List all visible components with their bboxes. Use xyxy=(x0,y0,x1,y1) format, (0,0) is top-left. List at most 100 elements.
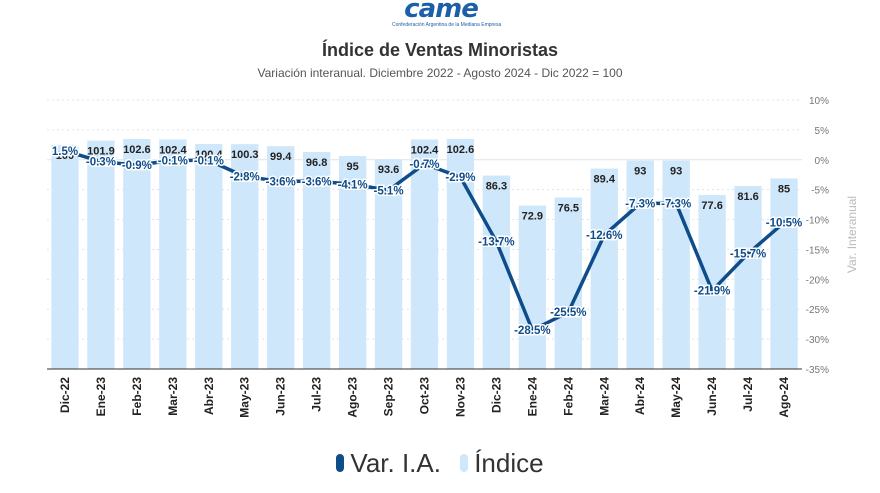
line-value-label: -13.7% xyxy=(478,237,514,249)
y-tick-label: 0% xyxy=(815,156,830,167)
bar-value-label: 96.8 xyxy=(306,157,327,169)
line-point xyxy=(781,220,787,226)
line-point xyxy=(493,239,499,245)
x-tick-label: Sep-23 xyxy=(382,377,396,417)
bar xyxy=(159,139,187,369)
x-tick-label: Abr-24 xyxy=(633,377,647,415)
bar xyxy=(626,160,654,369)
bar-value-label: 76.5 xyxy=(558,203,579,215)
x-tick-label: Ene-23 xyxy=(94,377,108,417)
bar-value-label: 102.4 xyxy=(411,144,439,156)
line-point xyxy=(62,148,68,154)
line-value-label: -25.5% xyxy=(550,307,586,319)
x-tick-label: May-23 xyxy=(238,377,252,418)
bar xyxy=(554,197,582,369)
line-point xyxy=(314,178,320,184)
line-point xyxy=(745,251,751,257)
bar xyxy=(51,144,79,369)
bar-value-label: 102.4 xyxy=(159,144,187,156)
line-value-label: -2.8% xyxy=(230,172,260,184)
legend-item-bar[interactable]: Índice xyxy=(460,447,544,479)
logo-wordmark: came xyxy=(404,0,479,24)
y-tick-label: -20% xyxy=(806,275,829,286)
line-point xyxy=(529,327,535,333)
x-tick-label: Mar-23 xyxy=(166,377,180,416)
chart-legend: Var. I.A. Índice xyxy=(0,446,880,479)
legend-item-line[interactable]: Var. I.A. xyxy=(336,448,441,479)
line-point xyxy=(134,162,140,168)
line-value-label: -0.1% xyxy=(194,155,224,167)
y-tick-label: -35% xyxy=(806,365,829,376)
bar-value-label: 95 xyxy=(346,161,358,173)
line-value-label: 1.5% xyxy=(52,146,78,158)
bar-value-label: 77.6 xyxy=(701,200,722,212)
line-point xyxy=(98,159,104,165)
x-tick-label: Dic-22 xyxy=(58,377,72,413)
bar-value-label: 72.9 xyxy=(522,211,543,223)
line-point xyxy=(422,161,427,167)
line-value-label: -7.3% xyxy=(661,198,691,210)
x-tick-label: Jun-24 xyxy=(705,377,719,416)
y-axis-title: Var. Interanual xyxy=(845,196,859,273)
line-point xyxy=(350,181,356,187)
legend-line-swatch xyxy=(336,453,345,472)
bar xyxy=(590,168,618,369)
x-tick-label: Dic-23 xyxy=(489,377,503,413)
line-value-label: -0.1% xyxy=(158,155,188,167)
x-tick-label: Nov-23 xyxy=(453,377,467,417)
bar xyxy=(662,160,690,369)
bar-value-label: 89.4 xyxy=(594,174,616,186)
line-point xyxy=(206,157,212,163)
line-point xyxy=(673,200,679,206)
logo-tagline: Confederación Argentina de la Mediana Em… xyxy=(392,22,502,28)
y-tick-label: -15% xyxy=(806,245,829,256)
bar-value-label: 100.4 xyxy=(195,149,223,161)
x-tick-label: Abr-23 xyxy=(202,377,216,415)
bar-value-label: 93.6 xyxy=(378,164,399,176)
bar-value-label: 100.3 xyxy=(231,149,259,161)
x-tick-label: Mar-24 xyxy=(597,377,611,416)
bar-value-label: 93 xyxy=(670,166,682,178)
bar xyxy=(302,152,331,369)
bar xyxy=(87,140,115,369)
y-tick-label: 5% xyxy=(815,126,830,137)
bar xyxy=(410,139,439,369)
line-value-label: -2.9% xyxy=(445,172,475,184)
x-tick-label: Jul-23 xyxy=(310,377,324,412)
y-tick-label: -30% xyxy=(806,335,829,346)
line-value-label: -28.5% xyxy=(514,325,550,337)
y-tick-label: 10% xyxy=(809,96,829,107)
legend-bar-label: Índice xyxy=(474,447,544,478)
line-value-label: -4.1% xyxy=(338,179,368,191)
line-value-label: -15.7% xyxy=(730,249,766,261)
bar-value-label: 85 xyxy=(778,183,790,195)
x-tick-label: Feb-23 xyxy=(130,377,144,416)
bar xyxy=(338,156,367,369)
bar-value-label: 102.6 xyxy=(123,144,151,156)
chart-subtitle: Variación interanual. Diciembre 2022 - A… xyxy=(257,66,623,80)
line-value-label: -3.6% xyxy=(266,176,296,188)
chart-title: Índice de Ventas Minoristas xyxy=(321,40,559,60)
line-point xyxy=(565,309,571,315)
line-value-label: -5.1% xyxy=(374,185,404,197)
x-tick-label: Jun-23 xyxy=(274,377,288,416)
x-tick-label: Oct-23 xyxy=(418,377,432,415)
line-point xyxy=(709,288,715,294)
legend-line-label: Var. I.A. xyxy=(350,447,441,478)
line-point xyxy=(170,157,176,163)
came-logo: came Confederación Argentina de la Media… xyxy=(392,0,501,30)
y-tick-label: -25% xyxy=(806,305,829,316)
bar xyxy=(482,175,511,369)
line-point xyxy=(386,187,392,193)
x-tick-label: Ago-24 xyxy=(777,377,791,418)
line-point xyxy=(278,178,284,184)
bar xyxy=(123,139,151,369)
line-value-label: -0.7% xyxy=(409,159,439,171)
line-value-label: -21.9% xyxy=(694,286,730,298)
x-tick-label: Ene-24 xyxy=(525,377,539,417)
bar xyxy=(518,205,547,369)
line-value-label: -7.3% xyxy=(625,198,655,210)
bar xyxy=(734,186,762,369)
line-value-label: -0.9% xyxy=(122,160,152,172)
